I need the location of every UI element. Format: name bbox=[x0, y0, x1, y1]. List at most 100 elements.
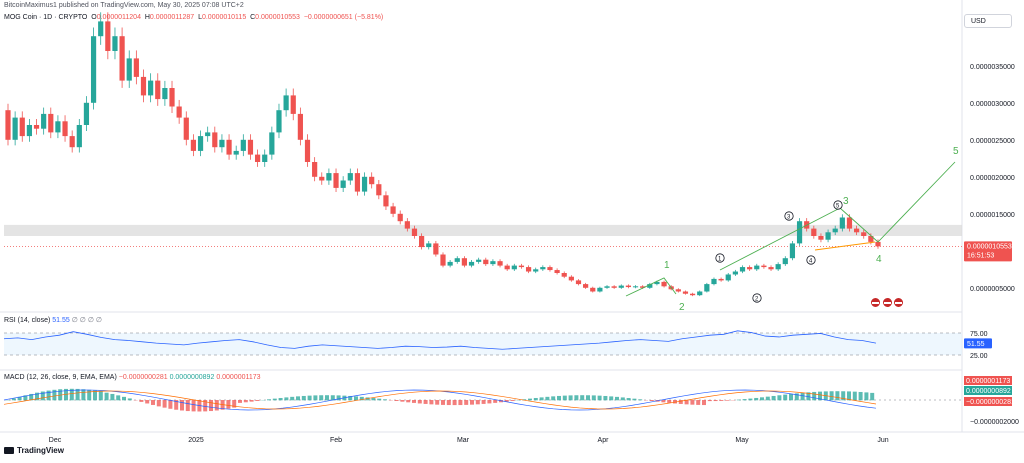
macd-bar bbox=[801, 393, 805, 400]
rsi-tick-label: 25.00 bbox=[970, 353, 988, 360]
low-value: 0.0000010115 bbox=[202, 14, 246, 21]
candle bbox=[298, 114, 303, 140]
us-flag-icon[interactable] bbox=[893, 297, 904, 308]
macd-bar bbox=[105, 393, 109, 401]
candle bbox=[854, 229, 859, 233]
candle bbox=[369, 177, 374, 184]
currency-selector[interactable]: USD bbox=[964, 14, 1012, 28]
candle bbox=[305, 140, 310, 162]
candle bbox=[619, 286, 624, 288]
candle bbox=[533, 269, 538, 271]
macd-bar bbox=[168, 400, 172, 409]
time-tick-label: May bbox=[735, 437, 749, 444]
macd-bar bbox=[830, 391, 834, 400]
macd-bar bbox=[273, 399, 277, 401]
macd-bar bbox=[551, 396, 555, 400]
macd-bar bbox=[122, 397, 126, 400]
macd-bar bbox=[470, 400, 474, 405]
candle bbox=[262, 155, 267, 162]
candle bbox=[604, 286, 609, 287]
macd-bar bbox=[453, 400, 457, 405]
candle bbox=[462, 258, 467, 265]
candle bbox=[761, 266, 766, 267]
macd-bar bbox=[296, 396, 300, 400]
macd-bar bbox=[574, 395, 578, 400]
macd-bar bbox=[447, 400, 451, 405]
countdown-label: 16:51:53 bbox=[967, 252, 994, 259]
candle bbox=[226, 140, 231, 155]
candle bbox=[326, 173, 331, 180]
macd-bar bbox=[603, 396, 607, 400]
macd-bar bbox=[128, 398, 132, 400]
candle bbox=[127, 58, 132, 80]
macd-bar bbox=[638, 399, 642, 400]
candle bbox=[448, 262, 453, 266]
candle bbox=[583, 284, 588, 288]
macd-bar bbox=[308, 396, 312, 401]
macd-bar bbox=[487, 400, 491, 403]
macd-bar bbox=[371, 398, 375, 400]
macd-tick-label: −0.0000002000 bbox=[970, 419, 1019, 426]
price-tick-label: 0.0000030000 bbox=[970, 101, 1015, 108]
candle bbox=[719, 279, 724, 280]
rsi-band bbox=[4, 333, 962, 355]
candle bbox=[148, 81, 153, 96]
macd-bar bbox=[244, 400, 248, 402]
candle bbox=[661, 282, 666, 286]
macd-bar bbox=[354, 396, 358, 400]
candle bbox=[597, 288, 602, 292]
macd-bar bbox=[157, 400, 161, 406]
candle bbox=[34, 125, 39, 129]
macd-bar bbox=[441, 400, 445, 405]
macd-bar bbox=[458, 400, 462, 405]
macd-bar bbox=[859, 392, 863, 400]
macd-bar bbox=[586, 395, 590, 400]
macd-bar bbox=[151, 400, 155, 405]
macd-bar bbox=[226, 400, 230, 409]
candle bbox=[711, 279, 716, 284]
candle bbox=[341, 181, 346, 188]
candle bbox=[91, 36, 96, 103]
candle bbox=[747, 267, 752, 269]
candle bbox=[426, 243, 431, 247]
candle bbox=[241, 140, 246, 151]
candle bbox=[191, 140, 196, 151]
candle bbox=[797, 221, 802, 243]
macd-bar bbox=[545, 397, 549, 400]
us-flag-icon[interactable] bbox=[870, 297, 881, 308]
wave-label: 1 bbox=[664, 260, 670, 271]
candle bbox=[48, 114, 53, 132]
candle bbox=[847, 218, 852, 229]
macd-bar bbox=[145, 400, 149, 403]
candle bbox=[390, 206, 395, 213]
macd-bar bbox=[766, 397, 770, 401]
macd-bar bbox=[464, 400, 468, 405]
candle bbox=[376, 184, 381, 195]
wave-label: 2 bbox=[679, 302, 685, 313]
candle bbox=[590, 288, 595, 292]
price-tick-label: 0.0000015000 bbox=[970, 212, 1015, 219]
candle bbox=[733, 272, 738, 275]
macd-bar bbox=[534, 398, 538, 400]
candle bbox=[184, 118, 189, 140]
macd-bar bbox=[238, 400, 242, 403]
time-tick-label: Feb bbox=[330, 437, 342, 444]
candle bbox=[811, 229, 816, 236]
macd-bar bbox=[93, 391, 97, 401]
time-tick-label: Jun bbox=[877, 437, 888, 444]
candle bbox=[27, 125, 32, 136]
us-flag-icon[interactable] bbox=[882, 297, 893, 308]
candle bbox=[105, 21, 110, 51]
rsi-legend: RSI (14, close) 51.55 ∅ ∅ ∅ ∅ bbox=[4, 316, 102, 324]
candle bbox=[833, 229, 838, 233]
macd-bar bbox=[192, 400, 196, 411]
tradingview-icon bbox=[4, 447, 14, 454]
candle bbox=[547, 267, 552, 270]
macd-bar bbox=[395, 400, 399, 401]
candle bbox=[348, 173, 353, 180]
wave-label: 5 bbox=[953, 146, 959, 157]
macd-bar bbox=[627, 398, 631, 400]
macd-bar bbox=[267, 399, 271, 400]
